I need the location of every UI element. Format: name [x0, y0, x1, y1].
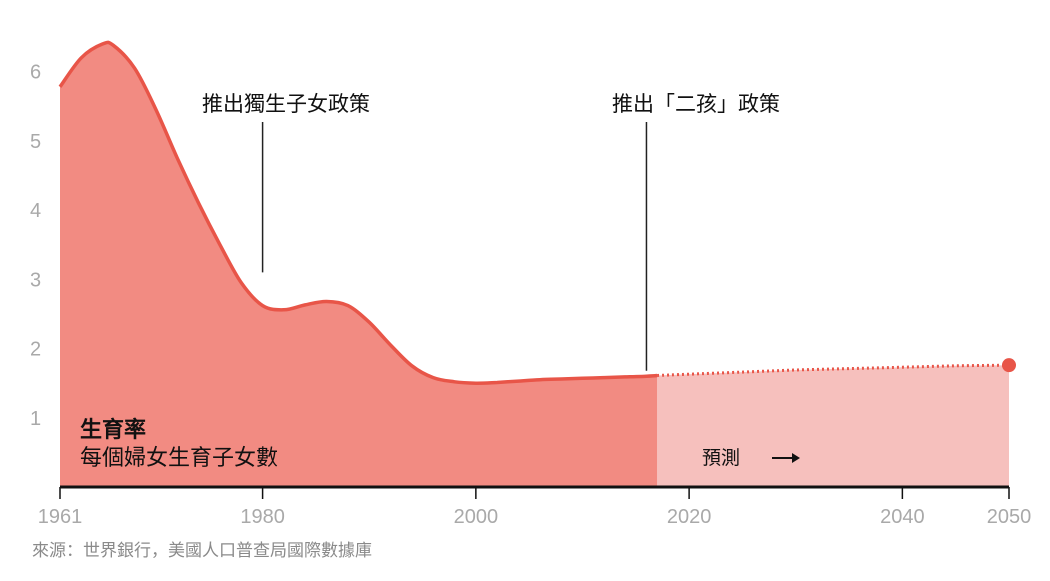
annotations: 推出獨生子女政策 推出「二孩」政策: [202, 92, 780, 371]
x-axis-ticks: 1961 1980 2000 2020 2040 2050: [38, 487, 1032, 528]
historical-line: [58, 40, 658, 385]
source-note: 來源：世界銀行，美國人口普查局國際數據庫: [32, 541, 372, 561]
x-tick-label: 1980: [240, 506, 285, 528]
annotation-label: 推出獨生子女政策: [202, 92, 370, 116]
forecast-area: [657, 365, 1009, 487]
x-tick-label: 2040: [880, 506, 925, 528]
forecast-label: 預測: [702, 447, 740, 469]
y-tick-label: 3: [30, 269, 41, 291]
x-tick-label: 2050: [987, 506, 1032, 528]
chart-subtitle: 每個婦女生育子女數: [80, 446, 278, 471]
y-tick-label: 4: [30, 200, 41, 222]
y-tick-label: 5: [30, 131, 41, 153]
y-tick-label: 2: [30, 339, 41, 361]
annotation-label: 推出「二孩」政策: [612, 92, 780, 116]
y-axis-ticks: 1 2 3 4 5 6: [30, 62, 41, 430]
x-tick-label: 1961: [38, 506, 83, 528]
y-tick-label: 6: [30, 62, 41, 84]
forecast-arrow-head: [792, 453, 800, 463]
y-tick-label: 1: [30, 408, 41, 430]
chart-title: 生育率: [80, 417, 146, 443]
historical-area: [60, 42, 658, 488]
forecast-arrow: [772, 453, 800, 463]
x-tick-label: 2020: [667, 506, 712, 528]
forecast-end-point: [1002, 358, 1016, 373]
forecast-line: [657, 363, 1010, 377]
x-tick-label: 2000: [454, 506, 499, 528]
forecast-area-group: [657, 365, 1009, 487]
